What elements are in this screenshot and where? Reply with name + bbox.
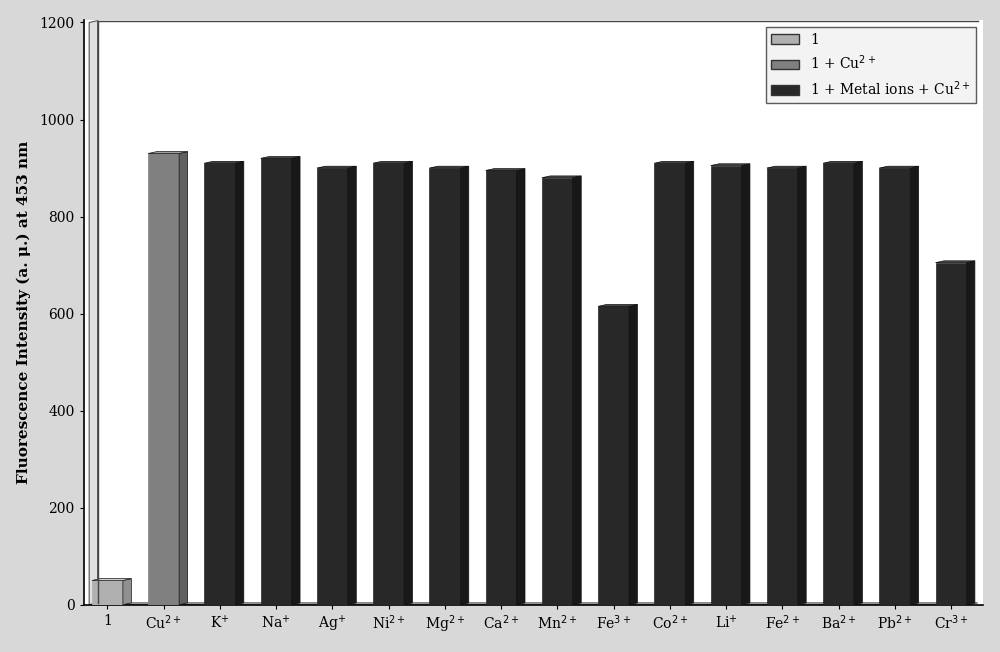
Polygon shape [966, 261, 975, 604]
Bar [317, 168, 348, 604]
Bar [486, 170, 517, 604]
Polygon shape [910, 166, 919, 604]
Polygon shape [798, 166, 806, 604]
Polygon shape [542, 176, 581, 178]
Polygon shape [685, 161, 694, 604]
Polygon shape [629, 304, 637, 604]
Bar [823, 163, 854, 604]
Polygon shape [89, 603, 978, 604]
Polygon shape [517, 169, 525, 604]
Polygon shape [148, 152, 188, 153]
Legend: 1, 1 + Cu$^{2+}$, 1 + Metal ions + Cu$^{2+}$: 1, 1 + Cu$^{2+}$, 1 + Metal ions + Cu$^{… [766, 27, 976, 104]
Polygon shape [767, 166, 806, 168]
Polygon shape [429, 166, 469, 168]
Bar [654, 163, 685, 604]
Polygon shape [123, 578, 131, 604]
Polygon shape [598, 304, 637, 306]
Polygon shape [317, 166, 356, 168]
Polygon shape [711, 164, 750, 166]
Bar [92, 580, 123, 604]
Polygon shape [854, 161, 862, 604]
Polygon shape [261, 156, 300, 158]
Polygon shape [742, 164, 750, 604]
Bar [373, 163, 404, 604]
Polygon shape [179, 152, 188, 604]
Polygon shape [92, 578, 131, 580]
Bar [879, 168, 910, 604]
Bar [598, 306, 629, 604]
Polygon shape [936, 261, 975, 263]
Polygon shape [348, 166, 356, 604]
Polygon shape [573, 176, 581, 604]
Bar [767, 168, 798, 604]
Polygon shape [404, 161, 413, 604]
Polygon shape [654, 161, 694, 163]
Bar [261, 158, 292, 604]
Polygon shape [204, 161, 244, 163]
Polygon shape [235, 161, 244, 604]
Polygon shape [89, 21, 98, 604]
Bar [542, 178, 573, 604]
Bar [936, 263, 966, 604]
Y-axis label: Fluorescence Intensity (a. μ.) at 453 nm: Fluorescence Intensity (a. μ.) at 453 nm [17, 141, 31, 484]
Polygon shape [292, 156, 300, 604]
Polygon shape [823, 161, 862, 163]
Polygon shape [879, 166, 919, 168]
Bar [148, 153, 179, 604]
Polygon shape [373, 161, 413, 163]
Polygon shape [460, 166, 469, 604]
Bar [204, 163, 235, 604]
Bar [429, 168, 460, 604]
Polygon shape [486, 169, 525, 170]
Bar [711, 166, 742, 604]
